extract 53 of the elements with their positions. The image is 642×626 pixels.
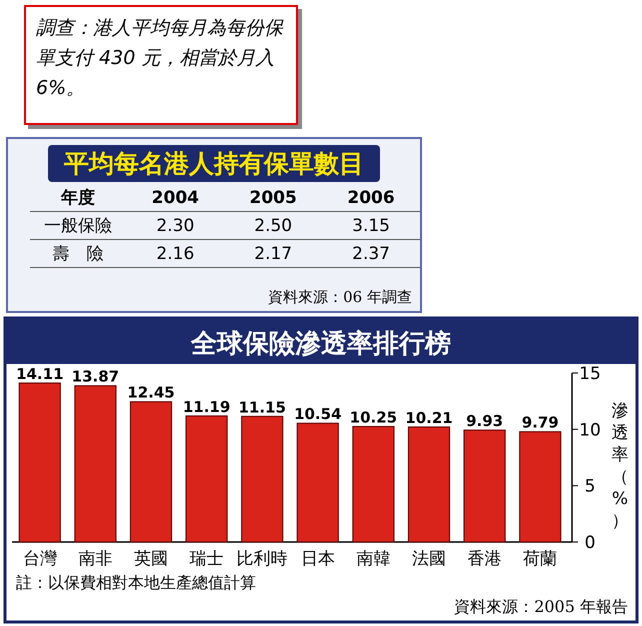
category-label: 2004: [126, 184, 224, 212]
source-note: 資料來源：2005 年報告: [454, 597, 628, 616]
data-label: 10.21: [405, 408, 453, 427]
text: 年度: [30, 184, 126, 212]
text: 調查：港人平均每月為每份保單支付 430 元，相當於月入 6%。: [24, 5, 298, 125]
data-label: 9.79: [522, 414, 559, 432]
bar: [18, 382, 61, 542]
chart-title: 全球保險滲透率排行榜: [190, 329, 451, 359]
data-label: 2.16: [126, 240, 224, 268]
bar: [130, 401, 172, 542]
data-label: 10.25: [350, 408, 398, 427]
x-tick-label: 英國: [134, 549, 168, 569]
source-note: 資料來源：06 年調查: [268, 288, 412, 307]
bar: [241, 416, 284, 542]
text: 壽 險: [30, 240, 126, 268]
series-label: 一般保險: [30, 212, 126, 240]
data-label: 13.87: [72, 368, 120, 386]
bar: [519, 431, 562, 542]
data-label: 11.15: [238, 398, 286, 416]
x-tick-label: 台灣: [22, 549, 57, 569]
data-label: 11.19: [182, 398, 230, 416]
bar: [74, 385, 116, 542]
y-tick-label: 0: [584, 533, 596, 553]
data-label: 2.17: [224, 240, 322, 268]
data-label: 2.37: [322, 240, 420, 268]
bar: [186, 415, 228, 542]
x-tick-label: 比利時: [236, 549, 288, 569]
data-label: 3.15: [322, 212, 420, 240]
text: 平均每名港人持有保單數目: [48, 145, 380, 182]
y-axis-title: 滲透率（%）: [612, 401, 628, 531]
x-tick-label: 南非: [78, 549, 112, 569]
bar: [464, 430, 506, 542]
data-label: 12.45: [127, 384, 175, 402]
bar: [296, 422, 339, 542]
x-tick-label: 瑞士: [190, 549, 224, 569]
y-tick-label: 5: [584, 476, 596, 497]
x-tick-label: 南韓: [356, 549, 390, 569]
data-label: 2.30: [126, 212, 224, 240]
data-label: 10.54: [294, 405, 342, 424]
text: 註：以保費相對本地生產總值計算: [16, 573, 256, 592]
category-label: 2005: [224, 184, 322, 212]
bar: [352, 426, 394, 542]
y-tick-label: 15: [579, 364, 601, 384]
x-tick-label: 法國: [412, 549, 446, 569]
category-label: 2006: [322, 184, 420, 212]
data-label: 9.93: [466, 412, 504, 430]
x-tick-label: 荷蘭: [523, 549, 558, 569]
bar: [408, 426, 450, 542]
data-label: 2.50: [224, 212, 322, 240]
y-tick-label: 10: [579, 420, 601, 440]
x-tick-label: 日本: [300, 549, 335, 569]
x-tick-label: 香港: [468, 549, 502, 569]
data-label: 14.11: [16, 365, 64, 384]
